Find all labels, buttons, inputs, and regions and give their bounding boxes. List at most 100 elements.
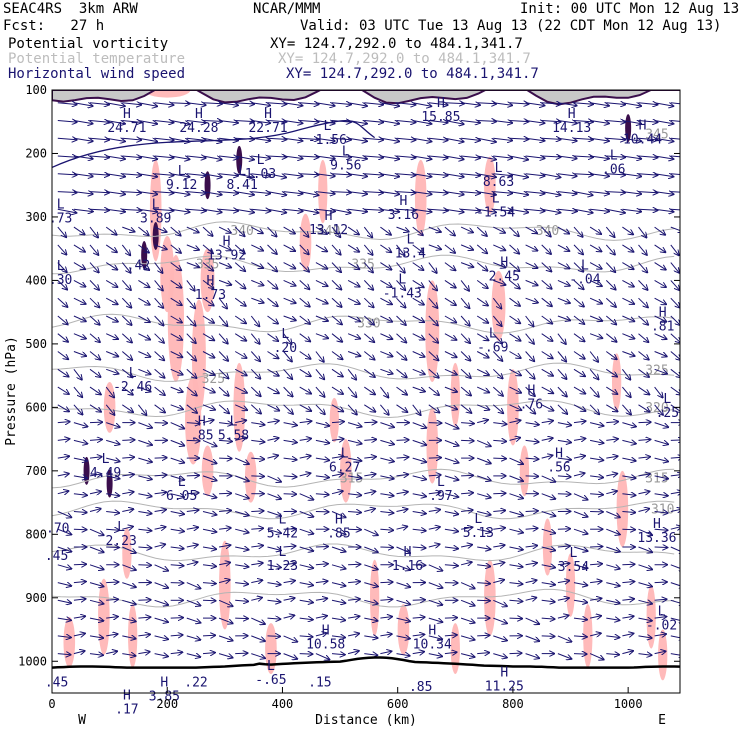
wind-vector: [106, 476, 119, 479]
wind-vector: [557, 423, 571, 426]
wind-vector: [57, 315, 68, 324]
wind-vector: [638, 404, 650, 412]
wind-vector: [557, 351, 566, 362]
wind-vector: [622, 529, 635, 530]
wind-vector: [622, 440, 635, 443]
wind-vector: [557, 244, 569, 251]
wind-vector: [654, 174, 674, 177]
wind-vector: [444, 262, 456, 271]
wind-vector: [299, 600, 313, 602]
wind-vector: [283, 103, 303, 106]
wind-vector: [654, 262, 666, 270]
wind-vector: [202, 192, 222, 195]
wind-vector: [492, 386, 503, 396]
extremum-type: L: [658, 604, 666, 619]
wind-vector: [412, 652, 424, 654]
wind-vector: [347, 351, 360, 357]
wind-vector: [428, 226, 441, 232]
wind-vector: [638, 546, 653, 552]
wind-vector: [57, 600, 71, 603]
wind-vector: [315, 315, 328, 321]
wind-vector: [589, 333, 602, 339]
wind-vector: [380, 351, 392, 357]
wind-vector: [476, 297, 488, 305]
wind-vector: [122, 138, 141, 140]
wind-vector: [73, 209, 93, 211]
wind-vector: [638, 262, 648, 273]
wind-vector: [57, 511, 72, 518]
extremum-type: H: [335, 512, 343, 527]
wind-vector: [186, 244, 199, 250]
wind-vector: [364, 121, 383, 123]
wind-vector: [283, 404, 293, 414]
wind-vector: [283, 476, 297, 477]
wind-vector: [590, 440, 603, 443]
wind-vector: [138, 262, 149, 270]
wind-vector: [283, 174, 303, 176]
wind-vector: [219, 103, 238, 106]
wind-vector: [638, 474, 650, 476]
wind-vector: [105, 315, 118, 322]
wind-vector: [589, 315, 602, 321]
wind-vector: [428, 654, 442, 657]
wind-vector: [525, 440, 539, 442]
wind-vector: [622, 651, 633, 654]
wind-vector: [121, 297, 131, 307]
wind-vector: [444, 618, 457, 619]
wind-vector: [428, 458, 441, 459]
wind-vector: [138, 244, 149, 253]
wind-vector: [170, 156, 190, 159]
wind-vector: [347, 440, 362, 443]
theta-contour-label: 340: [536, 224, 559, 239]
wind-vector: [57, 564, 72, 569]
wind-vector: [122, 474, 134, 476]
wind-vector: [589, 368, 598, 379]
wind-vector: [444, 494, 458, 497]
wind-vector: [57, 456, 69, 458]
wind-vector: [412, 386, 425, 391]
wind-vector: [364, 582, 378, 587]
wind-vector: [186, 368, 197, 378]
wind-vector: [461, 527, 472, 529]
wind-vector: [509, 493, 524, 499]
wind-vector: [525, 226, 538, 233]
wind-vector: [234, 297, 246, 306]
wind-vector: [57, 351, 68, 360]
wind-vector: [299, 368, 311, 376]
wind-vector: [186, 386, 197, 395]
wind-vector: [235, 653, 247, 654]
wind-vector: [364, 138, 383, 140]
wind-vector: [235, 438, 246, 441]
wind-vector: [428, 386, 439, 395]
extremum-type: L: [437, 475, 445, 490]
pv-shaded-region: [370, 559, 380, 636]
wind-vector: [573, 103, 593, 105]
wind-vector: [622, 209, 641, 211]
extremum-type: L: [279, 545, 287, 560]
wind-vector: [267, 511, 282, 517]
wind-vector: [154, 544, 166, 547]
wind-vector: [267, 156, 287, 157]
wind-vector: [57, 121, 77, 123]
wind-vector: [154, 174, 174, 176]
wind-vector: [541, 244, 551, 254]
wind-vector: [573, 654, 587, 655]
wind-vector: [105, 226, 116, 235]
wind-vector: [654, 121, 674, 124]
wind-vector: [606, 654, 619, 655]
wind-vector: [444, 244, 455, 253]
wind-vector: [525, 476, 539, 477]
wind-vector: [493, 279, 505, 285]
extremum-type: L: [474, 512, 482, 527]
wind-vector: [363, 244, 372, 255]
wind-vector: [444, 404, 457, 410]
wind-vector: [622, 244, 633, 252]
wind-vector: [106, 368, 118, 373]
wind-vector: [493, 156, 512, 158]
wind-vector: [283, 440, 297, 442]
extremum-type: H: [400, 194, 408, 209]
wind-vector: [589, 653, 604, 660]
wind-vector: [315, 404, 325, 414]
wind-vector: [589, 262, 602, 269]
wind-vector: [186, 545, 198, 547]
